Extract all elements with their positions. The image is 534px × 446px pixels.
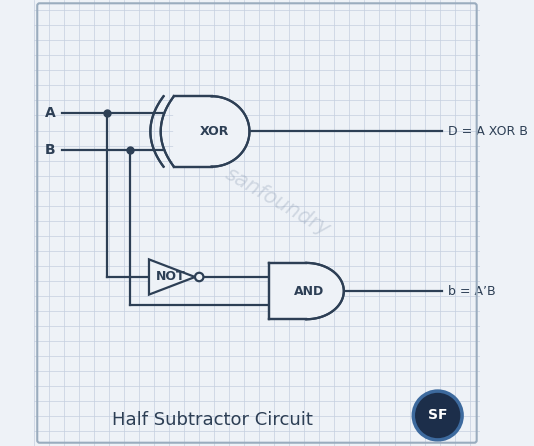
Text: SF: SF: [428, 409, 447, 422]
Text: XOR: XOR: [200, 125, 230, 138]
Text: D = A XOR B: D = A XOR B: [448, 125, 528, 138]
Circle shape: [413, 391, 462, 440]
Text: NOT: NOT: [156, 270, 186, 284]
Polygon shape: [161, 96, 249, 167]
Text: Half Subtractor Circuit: Half Subtractor Circuit: [112, 411, 313, 429]
Text: b = A’B: b = A’B: [448, 285, 496, 297]
Polygon shape: [269, 263, 344, 319]
Text: AND: AND: [294, 285, 324, 297]
Text: B: B: [45, 143, 56, 157]
Text: sanfoundry: sanfoundry: [222, 164, 334, 240]
Circle shape: [195, 273, 203, 281]
Text: A: A: [45, 106, 56, 120]
Polygon shape: [149, 260, 195, 295]
